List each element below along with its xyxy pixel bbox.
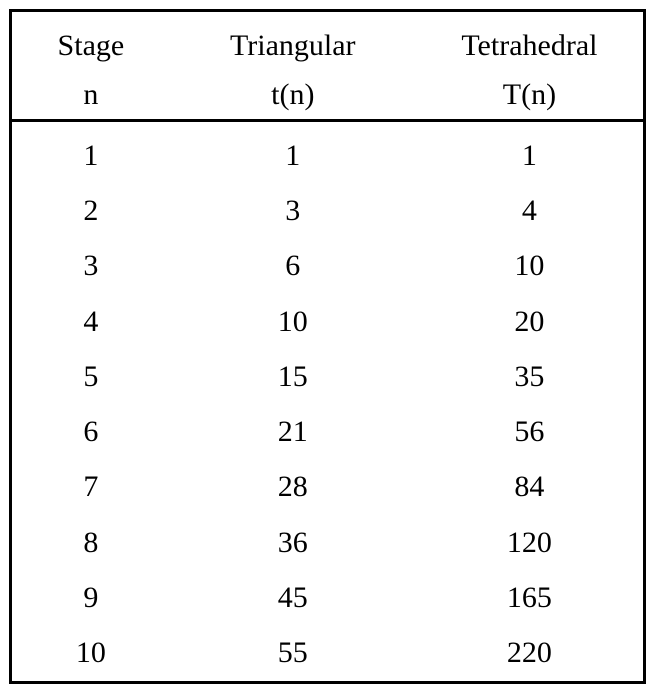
table-cell: 10 bbox=[75, 636, 106, 670]
table-row: 9 45 165 bbox=[12, 570, 643, 625]
table-cell: 5 bbox=[83, 359, 99, 393]
table-cell: 45 bbox=[277, 581, 308, 615]
table-row: 8 36 120 bbox=[12, 515, 643, 570]
table-cell: 20 bbox=[514, 304, 545, 338]
table-row: 2 3 4 bbox=[12, 183, 643, 238]
table-cell: 56 bbox=[514, 415, 545, 449]
col-stage-subtitle: n bbox=[83, 78, 99, 111]
table-cell: 6 bbox=[285, 249, 301, 283]
table-cell: 6 bbox=[83, 415, 99, 449]
col-stage-title: Stage bbox=[57, 29, 125, 62]
table-cell: 165 bbox=[506, 581, 552, 615]
table-cell: 1 bbox=[521, 138, 537, 172]
table-cell: 120 bbox=[506, 525, 552, 559]
col-triangular-subtitle: t(n) bbox=[271, 78, 315, 111]
table-row: 10 55 220 bbox=[12, 626, 643, 681]
table-cell: 3 bbox=[83, 249, 99, 283]
table-row: 6 21 56 bbox=[12, 404, 643, 459]
table-row: 7 28 84 bbox=[12, 460, 643, 515]
table-cell: 7 bbox=[83, 470, 99, 504]
header-title-row: Stage Triangular Tetrahedral bbox=[12, 28, 643, 64]
table-cell: 10 bbox=[277, 304, 308, 338]
table-cell: 1 bbox=[285, 138, 301, 172]
col-tetrahedral-title: Tetrahedral bbox=[461, 29, 598, 62]
table-cell: 2 bbox=[83, 193, 99, 227]
table-cell: 21 bbox=[277, 415, 308, 449]
table-cell: 10 bbox=[514, 249, 545, 283]
table-row: 1 1 1 bbox=[12, 128, 643, 183]
table-cell: 4 bbox=[83, 304, 99, 338]
table-cell: 220 bbox=[506, 636, 552, 670]
table-cell: 3 bbox=[285, 193, 301, 227]
table-header: Stage Triangular Tetrahedral n t(n) T(n) bbox=[12, 12, 643, 122]
col-tetrahedral-subtitle: T(n) bbox=[502, 78, 557, 111]
table-cell: 15 bbox=[277, 359, 308, 393]
table-cell: 9 bbox=[83, 581, 99, 615]
header-subtitle-row: n t(n) T(n) bbox=[12, 77, 643, 113]
table-row: 4 10 20 bbox=[12, 294, 643, 349]
table-row: 3 6 10 bbox=[12, 239, 643, 294]
table-body: 1 1 1 2 3 4 3 6 10 4 10 20 5 15 bbox=[12, 122, 643, 681]
table-row: 5 15 35 bbox=[12, 349, 643, 404]
table-cell: 1 bbox=[83, 138, 99, 172]
table-cell: 28 bbox=[277, 470, 308, 504]
table-cell: 36 bbox=[277, 525, 308, 559]
table-cell: 55 bbox=[277, 636, 308, 670]
table-cell: 84 bbox=[514, 470, 545, 504]
table-cell: 35 bbox=[514, 359, 545, 393]
number-table: Stage Triangular Tetrahedral n t(n) T(n)… bbox=[9, 9, 646, 684]
col-triangular-title: Triangular bbox=[230, 29, 356, 62]
table-cell: 4 bbox=[521, 193, 537, 227]
table-cell: 8 bbox=[83, 525, 99, 559]
